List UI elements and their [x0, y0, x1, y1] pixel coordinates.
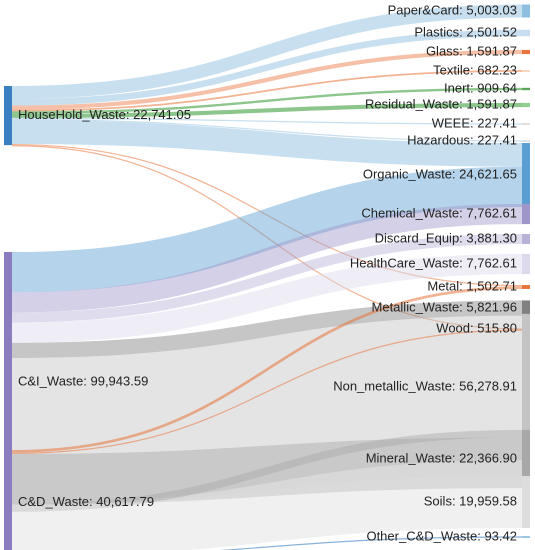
link-cd-wood — [11, 329, 523, 454]
link-hh-inert — [11, 87, 523, 114]
node-metallic — [522, 300, 530, 316]
label-metallic: Metallic_Waste: 5,821.96 — [372, 299, 517, 314]
node-textile — [522, 70, 530, 72]
link-ci-organic — [11, 166, 523, 293]
node-weee — [522, 123, 530, 125]
link-hh-metal — [11, 143, 523, 287]
label-nonmetal: Non_metallic_Waste: 56,278.91 — [333, 378, 517, 393]
flow-links — [11, 4, 523, 550]
link-hh-hazard — [11, 119, 523, 142]
node-nonmetal — [522, 313, 530, 461]
link-cd-soils — [11, 476, 523, 550]
label-paper: Paper&Card: 5,003.03 — [388, 2, 517, 17]
node-plastics — [522, 29, 530, 37]
link-hh-paper — [11, 4, 523, 100]
label-health: HealthCare_Waste: 7,762.61 — [350, 255, 517, 270]
link-cd-otherCD — [219, 536, 523, 550]
label-discard: Discard_Equip: 3,881.30 — [375, 230, 517, 245]
nodes — [4, 4, 530, 550]
link-hh-residual — [11, 102, 523, 118]
label-weee: WEEE: 227.41 — [432, 115, 517, 130]
node-discard — [522, 233, 530, 245]
label-ci: C&I_Waste: 99,943.59 — [18, 373, 148, 388]
node-cd — [4, 450, 12, 550]
link-hh-textile — [11, 70, 523, 112]
link-hh-glass — [11, 49, 523, 110]
node-paper — [522, 4, 530, 18]
node-hazard — [522, 140, 530, 142]
label-residual: Residual_Waste: 1,591.87 — [365, 96, 517, 111]
link-ci-chemical — [11, 203, 523, 313]
label-cd: C&D_Waste: 40,617.79 — [18, 494, 154, 509]
node-otherCD — [522, 536, 530, 538]
label-textile: Textile: 682.23 — [433, 62, 517, 77]
link-cd-metal — [11, 286, 523, 453]
node-organic — [522, 142, 530, 208]
node-ci — [4, 252, 12, 512]
node-residual — [522, 102, 530, 108]
label-hh: HouseHold_Waste: 22,741.05 — [18, 107, 191, 122]
node-hh — [4, 86, 12, 146]
link-hh-organic — [11, 120, 523, 167]
link-ci-metallic — [11, 300, 523, 358]
label-mineral: Mineral_Waste: 22,366.90 — [366, 450, 517, 465]
label-otherCD: Other_C&D_Waste: 93.42 — [366, 528, 517, 543]
label-glass: Glass: 1,591.87 — [426, 43, 517, 58]
link-cd-mineral — [11, 437, 523, 505]
link-ci-nonmetal — [11, 313, 523, 505]
node-glass — [522, 49, 530, 55]
label-metal: Metal: 1,502.71 — [427, 278, 517, 293]
label-organic: Organic_Waste: 24,621.65 — [363, 166, 517, 181]
node-soils — [522, 476, 530, 528]
node-mineral — [522, 429, 530, 489]
link-hh-wood — [11, 145, 523, 330]
label-plastics: Plastics: 2,501.52 — [414, 24, 517, 39]
link-ci-discard — [11, 233, 523, 323]
link-hh-plastics — [11, 29, 523, 106]
node-labels: HouseHold_Waste: 22,741.05 C&I_Waste: 99,… — [18, 2, 517, 543]
label-hazard: Hazardous: 227.41 — [407, 132, 517, 147]
label-chemical: Chemical_Waste: 7,762.61 — [361, 205, 517, 220]
label-soils: Soils: 19,959.58 — [424, 493, 517, 508]
node-metal — [522, 285, 530, 289]
link-ci-health — [11, 253, 523, 343]
label-inert: Inert: 909.64 — [444, 80, 517, 95]
node-health — [522, 253, 530, 275]
node-inert — [522, 87, 530, 91]
link-hh-weee — [11, 117, 523, 125]
node-chemical — [522, 203, 530, 225]
label-wood: Wood: 515.80 — [436, 320, 517, 335]
link-ci-mineral — [11, 429, 523, 512]
